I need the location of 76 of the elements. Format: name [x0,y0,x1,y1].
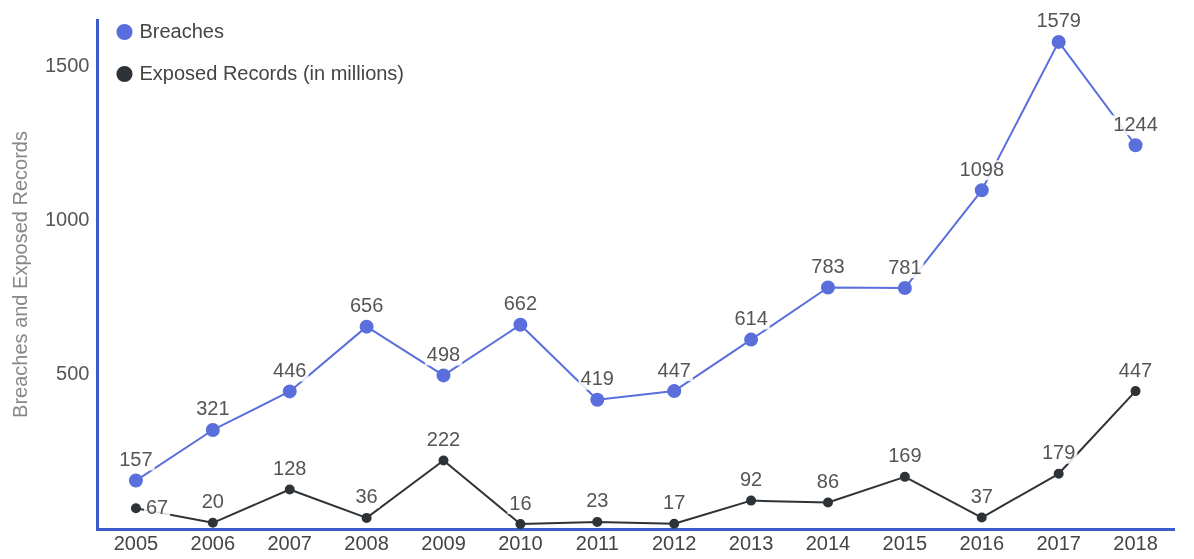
x-tick-label: 2005 [113,531,159,554]
data-label: 17 [663,491,686,514]
data-label: 222 [426,428,461,451]
x-tick-label: 2013 [728,531,774,554]
data-label: 157 [119,448,153,471]
legend-label: Breaches [139,19,224,42]
point [284,484,295,495]
y-tick-label: 1500 [44,53,90,76]
point [746,495,757,506]
point [976,512,987,523]
point [897,281,912,296]
data-label: 169 [888,444,922,467]
point [361,512,372,523]
data-label: 614 [734,307,768,330]
point [974,183,989,198]
data-label: 36 [355,485,378,508]
data-label: 1579 [1036,9,1081,32]
point [436,368,451,383]
data-label: 16 [509,491,532,514]
data-label: 67 [145,495,169,518]
point [205,422,220,437]
x-tick-label: 2010 [498,531,543,554]
data-label: 179 [1041,441,1076,464]
point [1053,468,1064,479]
x-tick-label: 2018 [1113,531,1158,554]
data-label: 662 [503,292,538,315]
point [669,518,680,529]
point [1128,138,1143,153]
data-label: 446 [273,358,307,381]
data-label: 1244 [1113,112,1158,135]
data-label: 419 [580,367,614,390]
point [207,517,218,528]
x-tick-label: 2016 [959,531,1005,554]
point [513,317,528,332]
x-tick-label: 2015 [882,531,928,554]
data-label: 781 [888,255,922,278]
data-label: 656 [349,294,384,317]
point [515,519,526,529]
data-label: 37 [970,485,993,508]
x-tick-label: 2011 [575,531,619,554]
x-tick-label: 2012 [651,531,697,554]
x-tick-label: 2014 [805,531,851,554]
point [590,392,605,407]
point [128,473,143,488]
data-label: 783 [811,254,845,277]
point [1051,34,1066,49]
point [899,471,910,482]
y-axis-title: Breaches and Exposed Records [8,131,31,418]
point [359,319,374,334]
data-label: 321 [196,397,230,420]
x-tick-label: 2017 [1036,531,1081,554]
x-tick-label: 2006 [190,531,236,554]
x-tick-label: 2008 [344,531,389,554]
point [438,455,449,466]
point [1130,386,1141,397]
data-label: 86 [816,469,840,492]
x-tick-label: 2009 [421,531,466,554]
data-label: 498 [426,342,461,365]
x-tick-label: 2007 [267,531,312,554]
point [592,516,603,527]
data-label: 128 [273,457,307,480]
data-label: 447 [657,358,691,381]
point [282,384,297,399]
point [822,497,833,508]
point [820,280,835,295]
point [744,332,759,347]
data-label: 20 [201,490,224,513]
y-tick-label: 500 [56,362,90,385]
data-label: 92 [739,468,763,491]
y-tick-label: 1000 [44,208,90,231]
data-label: 447 [1118,358,1153,381]
data-label: 1098 [959,157,1005,180]
data-label: 23 [586,489,609,512]
point [130,503,141,514]
point [667,384,682,399]
legend-label: Exposed Records (in millions) [139,61,405,84]
